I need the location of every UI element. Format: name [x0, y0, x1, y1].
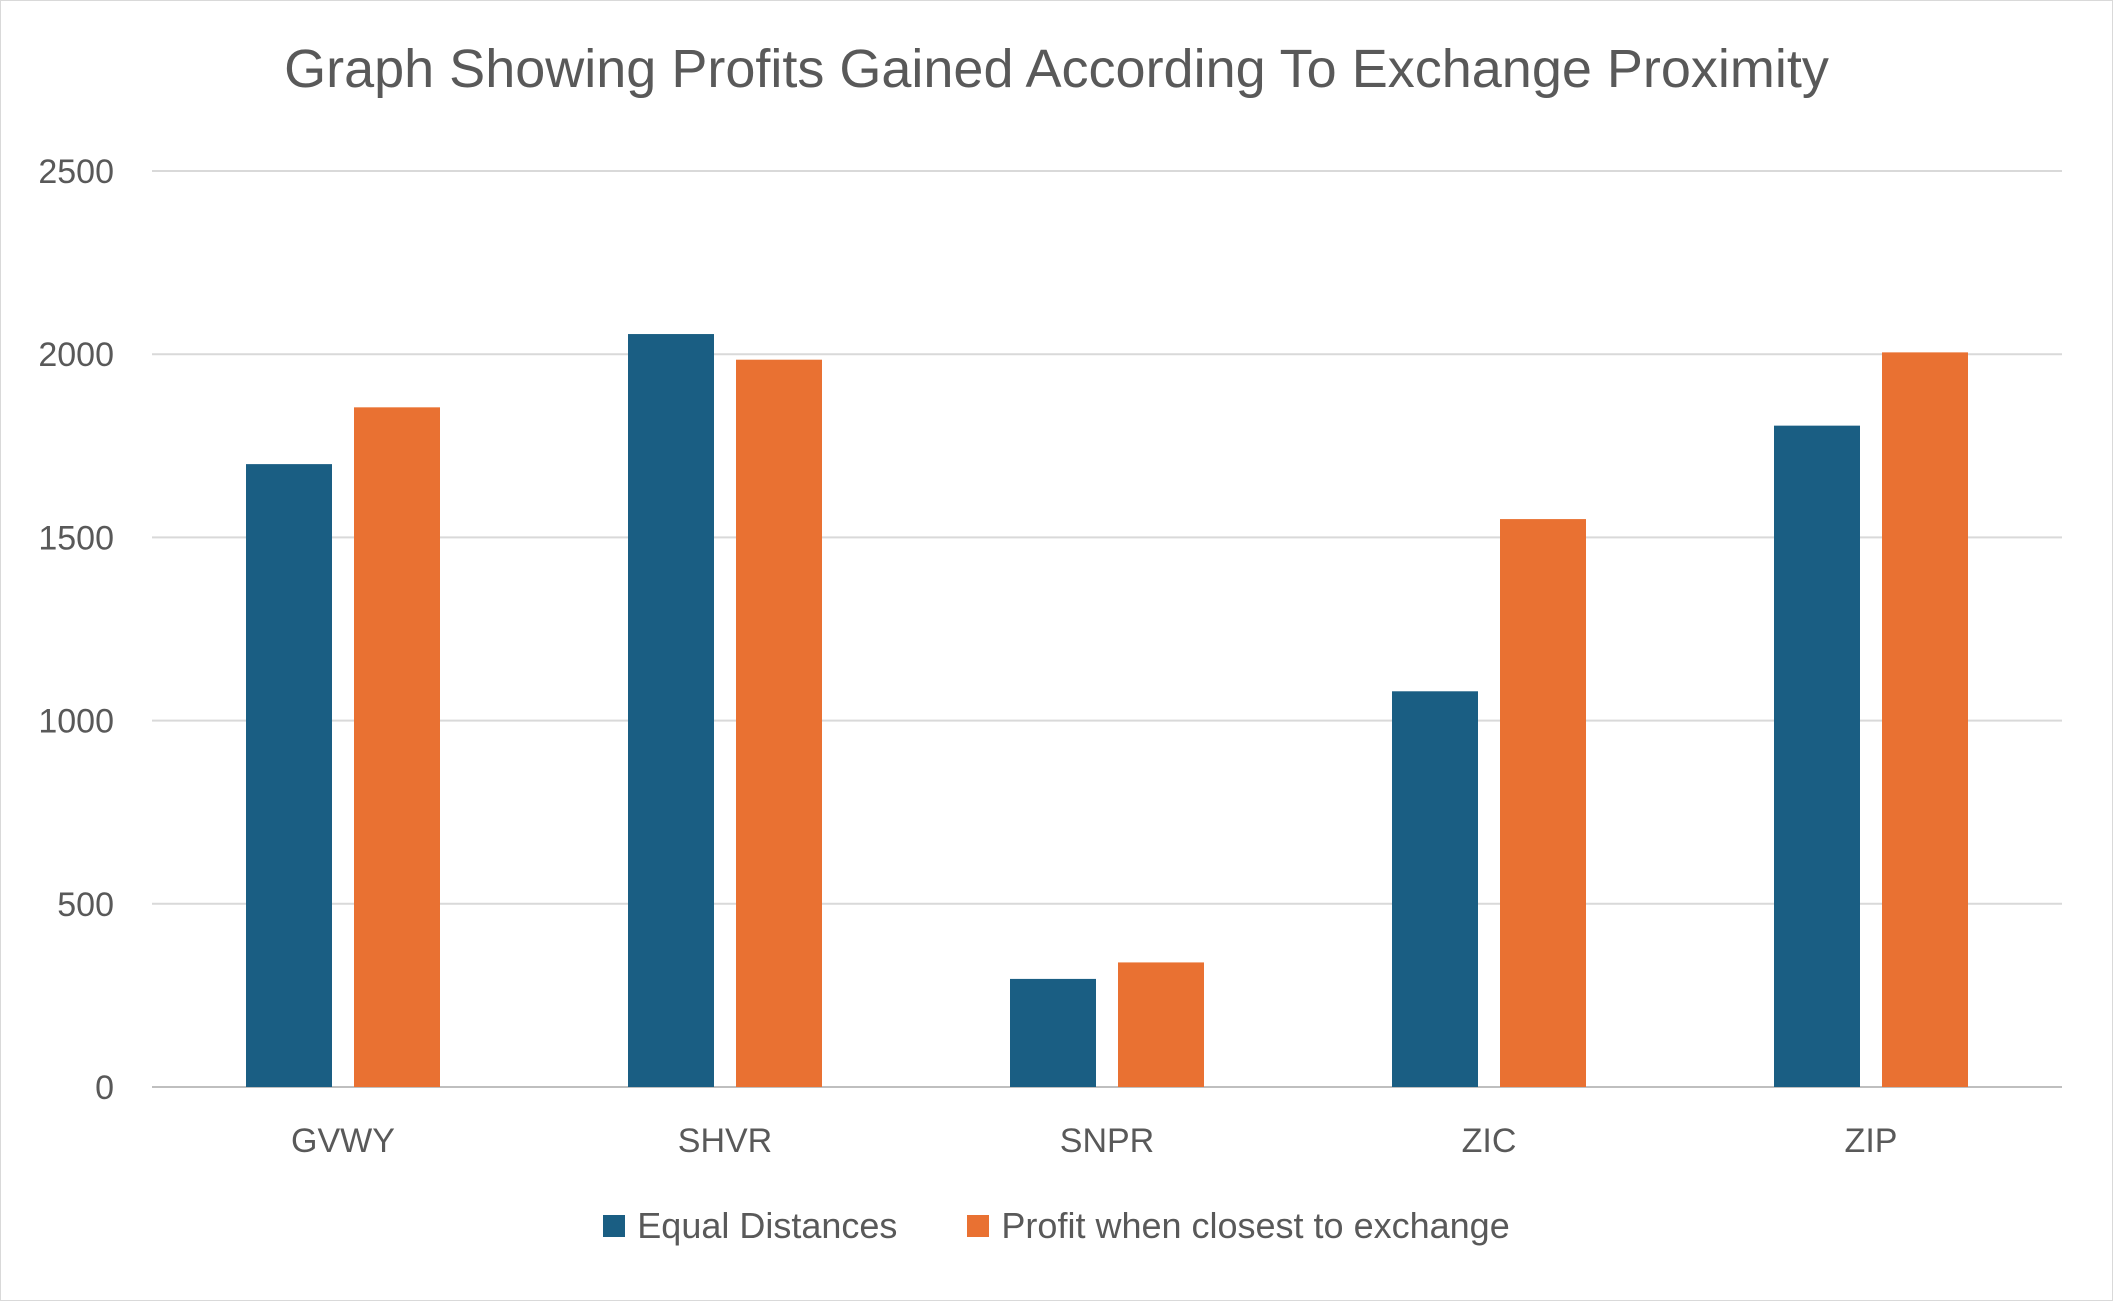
x-tick-label: SNPR	[1060, 1122, 1154, 1160]
gridlines	[152, 170, 2062, 1088]
legend-swatch-profit-closest	[967, 1215, 990, 1237]
y-axis-tick-labels: 0 500 1000 1500 2000 2500	[38, 153, 114, 1107]
x-axis-tick-labels: GVWY SHVR SNPR ZIC ZIP	[291, 1122, 1897, 1160]
y-tick-label: 2500	[38, 153, 114, 191]
y-tick-label: 2000	[38, 336, 114, 374]
x-tick-label: GVWY	[291, 1122, 395, 1160]
y-tick-label: 0	[95, 1069, 114, 1107]
chart-title: Graph Showing Profits Gained According T…	[284, 39, 1829, 99]
bar-gvwy-series-0[interactable]	[246, 464, 332, 1087]
legend-label-equal-distances: Equal Distances	[637, 1205, 898, 1246]
legend: Equal Distances Profit when closest to e…	[0, 1205, 2113, 1247]
bars	[246, 334, 1968, 1088]
x-tick-label: SHVR	[678, 1122, 772, 1160]
bar-shvr-series-0[interactable]	[628, 334, 714, 1088]
legend-label-profit-closest: Profit when closest to exchange	[1001, 1205, 1510, 1246]
y-tick-label: 1000	[38, 703, 114, 741]
bar-zip-series-0[interactable]	[1774, 425, 1860, 1087]
bar-zip-series-1[interactable]	[1882, 352, 1968, 1087]
bar-shvr-series-1[interactable]	[736, 359, 822, 1087]
bar-gvwy-series-1[interactable]	[354, 407, 440, 1087]
x-tick-label: ZIC	[1462, 1122, 1517, 1160]
legend-item-series-0[interactable]: Equal Distances	[603, 1205, 897, 1247]
y-tick-label: 1500	[38, 519, 114, 557]
legend-swatch-equal-distances	[603, 1215, 626, 1237]
legend-item-series-1[interactable]: Profit when closest to exchange	[967, 1205, 1510, 1247]
bar-zic-series-1[interactable]	[1500, 519, 1586, 1087]
x-tick-label: ZIP	[1845, 1122, 1898, 1160]
bar-snpr-series-0[interactable]	[1010, 978, 1096, 1087]
bar-zic-series-0[interactable]	[1392, 691, 1478, 1087]
y-tick-label: 500	[57, 886, 114, 924]
bar-snpr-series-1[interactable]	[1118, 962, 1204, 1087]
